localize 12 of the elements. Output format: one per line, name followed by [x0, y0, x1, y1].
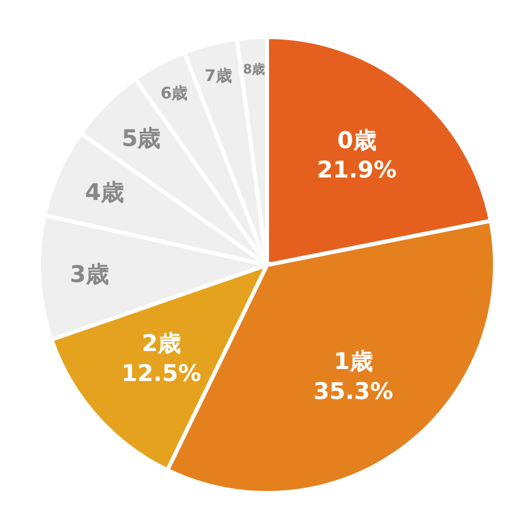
slice-label: 2歳 [142, 330, 181, 357]
slice-label: 8歳 [243, 62, 266, 77]
slice-label: 3歳 [70, 262, 109, 288]
data-label: 35.3% [313, 378, 394, 405]
slice-label: 5歳 [122, 126, 161, 152]
slice-label: 6歳 [160, 82, 188, 102]
data-label: 12.5% [121, 360, 202, 387]
slice-label: 7歳 [204, 66, 232, 85]
slice-label: 0歳 [337, 128, 376, 154]
slice-label: 1歳 [334, 349, 373, 376]
data-label: 21.9% [316, 158, 397, 184]
slice-label: 4歳 [84, 180, 124, 206]
